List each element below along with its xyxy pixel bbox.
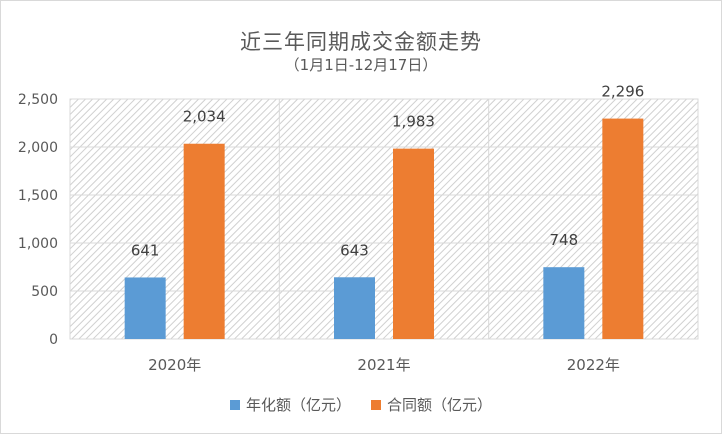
x-tick-label: 2021年: [357, 356, 410, 374]
chart-subtitle: （1月1日-12月17日）: [284, 56, 438, 74]
legend: 年化额（亿元） 合同额（亿元）: [0, 394, 722, 415]
legend-label-annualized: 年化额（亿元）: [245, 396, 351, 414]
y-tick-label: 1,500: [18, 188, 58, 204]
y-tick-label: 500: [31, 284, 58, 300]
y-tick-label: 0: [49, 332, 58, 348]
chart-title: 近三年同期成交金额走势: [240, 30, 482, 54]
legend-item-annualized: 年化额（亿元）: [229, 394, 351, 415]
bar: [393, 148, 434, 339]
y-tick-label: 2,500: [18, 92, 58, 108]
x-tick-label: 2022年: [567, 356, 620, 374]
legend-label-contract: 合同额（亿元）: [387, 396, 493, 414]
bar: [183, 143, 225, 339]
plot-area: [69, 98, 699, 340]
data-label: 641: [131, 241, 160, 259]
data-label: 748: [550, 231, 579, 249]
y-tick-label: 1,000: [18, 236, 58, 252]
bar: [543, 267, 585, 339]
data-label: 1,983: [392, 113, 435, 131]
x-tick-label: 2020年: [148, 356, 201, 374]
legend-swatch-contract: [371, 399, 381, 410]
data-label: 2,296: [601, 83, 644, 101]
data-label: 2,034: [183, 108, 226, 126]
legend-swatch-annualized: [229, 399, 240, 410]
data-label: 643: [340, 241, 369, 259]
bar: [602, 118, 644, 339]
y-tick-label: 2,000: [18, 140, 58, 156]
bar: [334, 277, 375, 339]
bar: [124, 277, 166, 339]
legend-item-contract: 合同额（亿元）: [371, 394, 492, 415]
